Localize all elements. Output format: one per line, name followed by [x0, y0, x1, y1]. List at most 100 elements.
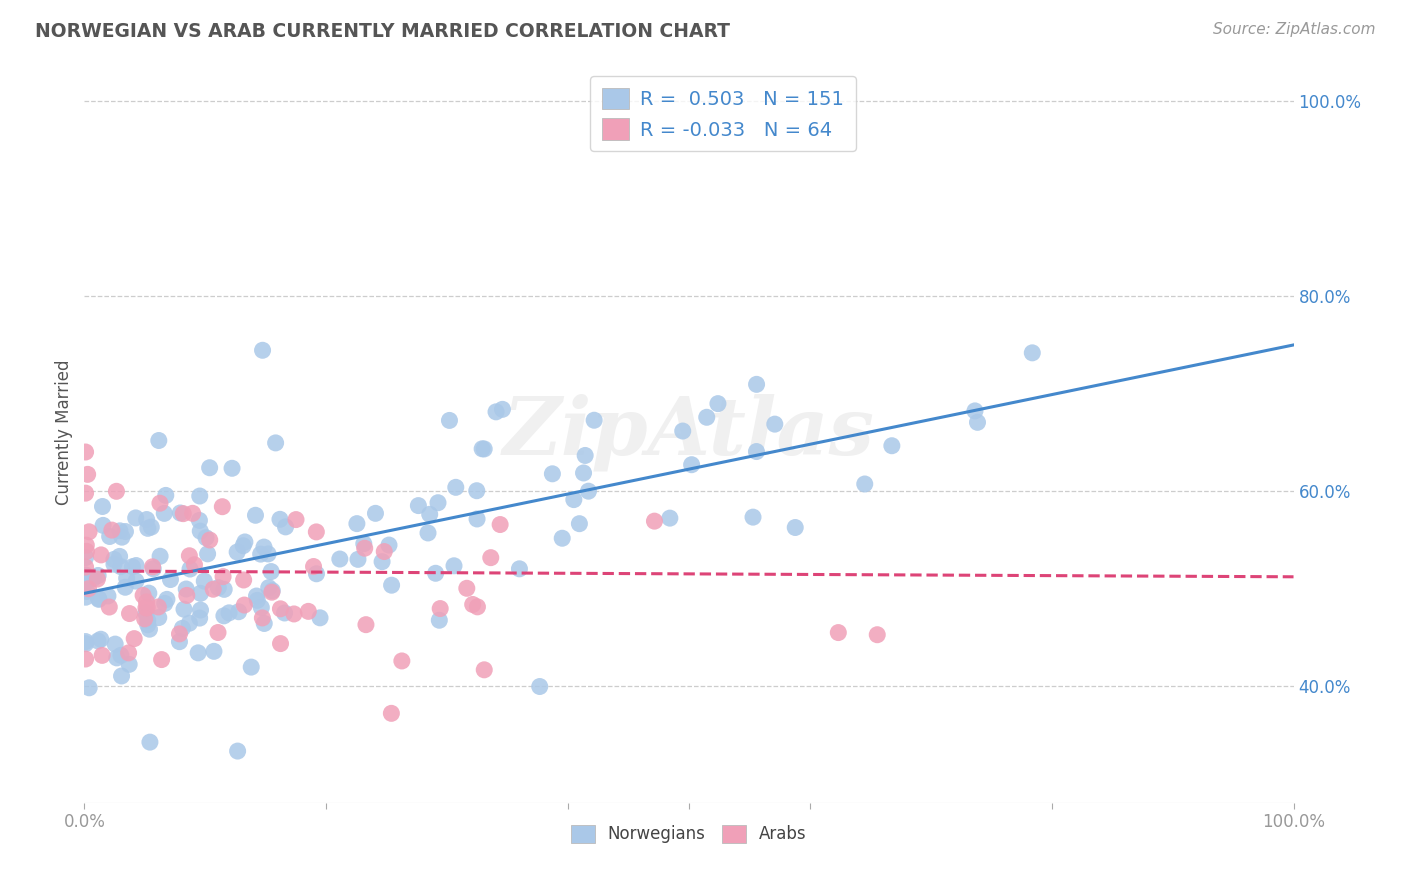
Point — [136, 521, 159, 535]
Point — [257, 547, 280, 561]
Point — [141, 520, 163, 534]
Point — [98, 600, 121, 615]
Point — [91, 648, 114, 663]
Point — [173, 602, 195, 616]
Point — [274, 520, 297, 534]
Point — [529, 680, 551, 694]
Point — [408, 499, 430, 513]
Point — [111, 530, 134, 544]
Point — [264, 436, 287, 450]
Point — [429, 601, 451, 615]
Text: NORWEGIAN VS ARAB CURRENTLY MARRIED CORRELATION CHART: NORWEGIAN VS ARAB CURRENTLY MARRIED CORR… — [35, 22, 730, 41]
Point — [207, 581, 229, 595]
Point — [252, 611, 274, 625]
Point — [346, 516, 368, 531]
Point — [101, 523, 124, 537]
Point — [105, 484, 128, 499]
Point — [159, 573, 181, 587]
Point — [443, 558, 465, 573]
Point — [745, 444, 768, 458]
Point — [853, 477, 876, 491]
Point — [347, 552, 370, 566]
Point — [187, 646, 209, 660]
Point — [75, 486, 97, 500]
Point — [188, 524, 211, 538]
Point — [197, 547, 219, 561]
Point — [76, 544, 98, 558]
Point — [169, 634, 191, 648]
Point — [283, 607, 305, 621]
Point — [183, 558, 205, 572]
Point — [77, 524, 100, 539]
Point — [465, 483, 488, 498]
Point — [269, 512, 291, 526]
Point — [188, 611, 211, 625]
Point — [174, 582, 197, 596]
Point — [233, 598, 256, 612]
Point — [260, 585, 283, 599]
Point — [245, 508, 267, 523]
Point — [181, 506, 204, 520]
Point — [572, 466, 595, 480]
Point — [76, 569, 98, 583]
Point — [135, 595, 157, 609]
Point — [77, 681, 100, 695]
Point — [472, 663, 495, 677]
Point — [465, 512, 488, 526]
Point — [827, 625, 849, 640]
Point — [578, 484, 600, 499]
Point — [76, 467, 98, 482]
Point — [456, 582, 478, 596]
Point — [309, 611, 332, 625]
Point — [75, 568, 97, 582]
Point — [785, 520, 807, 534]
Point — [257, 581, 280, 595]
Text: Source: ZipAtlas.com: Source: ZipAtlas.com — [1212, 22, 1375, 37]
Point — [149, 496, 172, 510]
Point — [574, 449, 596, 463]
Point — [212, 608, 235, 623]
Point — [179, 562, 201, 576]
Point — [132, 588, 155, 602]
Point — [211, 500, 233, 514]
Point — [269, 602, 291, 616]
Point — [179, 549, 201, 563]
Point — [643, 514, 665, 528]
Point — [568, 516, 591, 531]
Point — [378, 538, 401, 552]
Point — [472, 442, 495, 456]
Point — [305, 524, 328, 539]
Point — [246, 593, 269, 607]
Point — [103, 552, 125, 566]
Point — [232, 573, 254, 587]
Point — [90, 548, 112, 562]
Point — [76, 584, 98, 599]
Point — [270, 637, 292, 651]
Point — [232, 539, 254, 553]
Point — [479, 550, 502, 565]
Point — [233, 535, 256, 549]
Point — [91, 518, 114, 533]
Point — [260, 565, 283, 579]
Point — [249, 547, 271, 561]
Point — [148, 599, 170, 614]
Point — [75, 574, 97, 589]
Point — [87, 568, 110, 582]
Point — [97, 589, 120, 603]
Point — [114, 580, 136, 594]
Point — [866, 628, 889, 642]
Point — [250, 600, 273, 615]
Point — [153, 596, 176, 610]
Point — [391, 654, 413, 668]
Point — [138, 586, 160, 600]
Point — [583, 413, 606, 427]
Point — [252, 343, 274, 358]
Point — [198, 460, 221, 475]
Point — [444, 480, 467, 494]
Point — [108, 549, 131, 564]
Point — [427, 496, 450, 510]
Point — [172, 507, 194, 521]
Point — [262, 583, 284, 598]
Point — [169, 506, 191, 520]
Point — [77, 582, 100, 596]
